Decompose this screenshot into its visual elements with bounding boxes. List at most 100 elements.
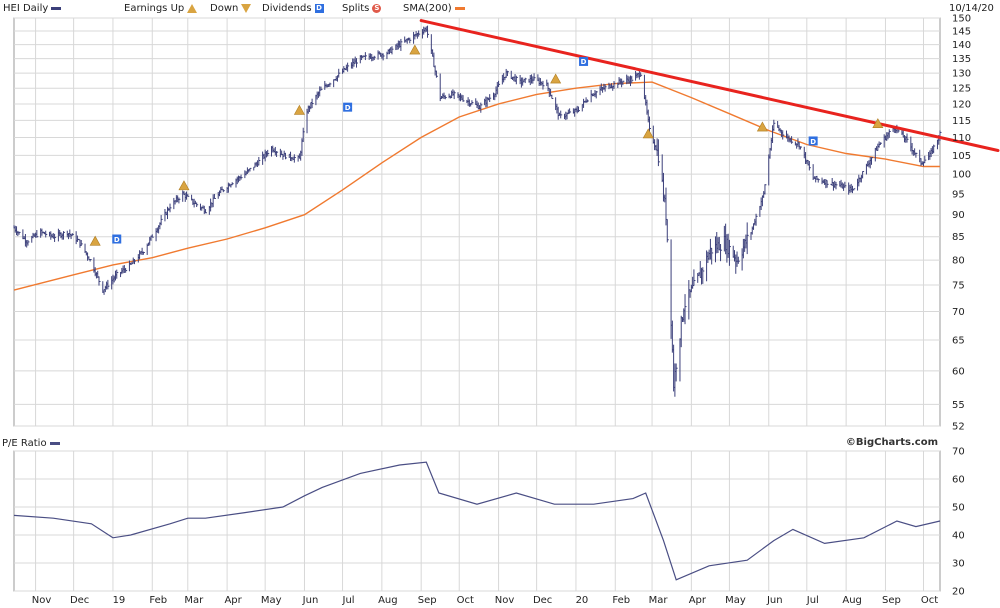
price-bar xyxy=(98,276,101,286)
price-bar xyxy=(480,102,483,113)
earnings-marker-icon xyxy=(89,235,101,246)
earnings-marker-icon xyxy=(293,104,305,115)
x-tick-label: Jul xyxy=(806,595,819,606)
dividend-marker-label: D xyxy=(345,104,351,112)
price-bar xyxy=(125,267,128,273)
price-y-tick-label: 70 xyxy=(952,307,965,318)
chart-legend: HEI Daily Earnings Up Down Dividends D Sp… xyxy=(0,0,1000,17)
price-bar xyxy=(89,259,92,262)
price-bar xyxy=(293,154,296,163)
x-tick-label: Oct xyxy=(921,595,938,606)
price-y-tick-label: 65 xyxy=(952,336,965,347)
x-tick-label: Feb xyxy=(149,595,167,606)
price-bar xyxy=(649,116,652,134)
price-bar xyxy=(808,161,811,171)
price-bar xyxy=(711,248,714,265)
pe-y-tick-label: 70 xyxy=(952,447,965,458)
earnings-marker-icon xyxy=(409,44,421,55)
price-bar xyxy=(684,294,687,325)
price-bar xyxy=(915,152,918,158)
price-bar xyxy=(178,197,181,204)
price-bar xyxy=(36,230,39,238)
price-bar xyxy=(755,213,758,226)
price-bar xyxy=(462,95,465,102)
price-bar xyxy=(231,182,234,186)
price-bar xyxy=(107,279,110,290)
dividend-marker-icon xyxy=(112,234,122,244)
price-bar xyxy=(613,81,616,89)
legend-symbol: HEI Daily xyxy=(3,3,62,14)
price-y-tick-label: 75 xyxy=(952,280,965,291)
price-bar xyxy=(888,129,891,138)
price-bar xyxy=(205,209,208,214)
price-bar xyxy=(116,269,119,279)
price-bar xyxy=(764,184,767,195)
sma-swatch-icon xyxy=(454,6,465,10)
pe-panel-label: P/E Ratio xyxy=(2,438,60,449)
price-bar xyxy=(604,84,607,92)
price-bar xyxy=(782,130,785,140)
price-bar xyxy=(409,37,412,44)
price-y-tick-label: 115 xyxy=(952,116,971,127)
price-bar xyxy=(18,231,21,235)
legend-earnings-down: Down xyxy=(210,3,252,14)
axes-layer: 150 145 140 135 130 125 120 115 110 105 100 95 90 85 8… xyxy=(32,14,971,607)
price-y-tick-label: 120 xyxy=(952,99,971,110)
price-bar xyxy=(320,86,323,91)
sma-layer xyxy=(13,81,940,291)
price-bar xyxy=(498,80,501,87)
price-grid xyxy=(13,17,941,427)
price-y-tick-label: 125 xyxy=(952,84,971,95)
price-bar xyxy=(80,240,83,246)
dividend-marker-label: D xyxy=(114,236,120,244)
price-bar xyxy=(906,133,909,143)
price-y-tick-label: 60 xyxy=(952,366,965,377)
price-bar xyxy=(702,267,705,284)
price-bars-layer xyxy=(13,25,942,397)
price-bar xyxy=(844,181,847,189)
price-y-tick-label: 150 xyxy=(952,14,971,25)
x-tick-label: Mar xyxy=(184,595,204,606)
price-bar xyxy=(835,181,838,190)
price-y-tick-label: 140 xyxy=(952,40,971,51)
x-tick-label: Dec xyxy=(70,595,89,606)
x-tick-label: Apr xyxy=(689,595,707,606)
price-y-tick-label: 100 xyxy=(952,170,971,181)
price-bar xyxy=(693,269,696,286)
x-tick-label: Feb xyxy=(612,595,630,606)
price-bar xyxy=(222,189,225,193)
price-bar xyxy=(551,94,554,100)
x-tick-label: Apr xyxy=(224,595,242,606)
price-y-tick-label: 110 xyxy=(952,133,971,144)
price-bar xyxy=(302,127,305,143)
price-bar xyxy=(489,94,492,103)
price-bar xyxy=(258,156,261,166)
earnings-marker-icon xyxy=(756,121,768,132)
price-bar xyxy=(54,233,57,242)
price-y-tick-label: 80 xyxy=(952,256,965,267)
price-bar xyxy=(862,170,865,179)
price-bar xyxy=(284,152,287,160)
x-tick-label: Oct xyxy=(457,595,474,606)
price-bar xyxy=(71,233,74,236)
x-tick-label: Nov xyxy=(32,595,52,606)
price-y-tick-label: 52 xyxy=(952,422,965,433)
price-bar xyxy=(728,239,731,266)
price-bar xyxy=(595,90,598,99)
price-bar xyxy=(506,70,509,77)
price-y-tick-label: 95 xyxy=(952,189,965,200)
price-bar xyxy=(453,90,456,100)
price-bar xyxy=(373,55,376,61)
dividend-marker-label: D xyxy=(810,138,816,146)
price-bar xyxy=(355,58,358,68)
pe-ratio-line xyxy=(13,461,941,581)
x-tick-label: May xyxy=(261,595,282,606)
x-tick-label: Aug xyxy=(378,595,398,606)
price-bar xyxy=(586,99,589,103)
price-bar xyxy=(542,80,545,90)
x-tick-label: Mar xyxy=(649,595,669,606)
price-y-tick-label: 90 xyxy=(952,210,965,221)
price-bar xyxy=(347,62,350,72)
price-bar xyxy=(249,167,252,172)
price-y-tick-label: 130 xyxy=(952,69,971,80)
